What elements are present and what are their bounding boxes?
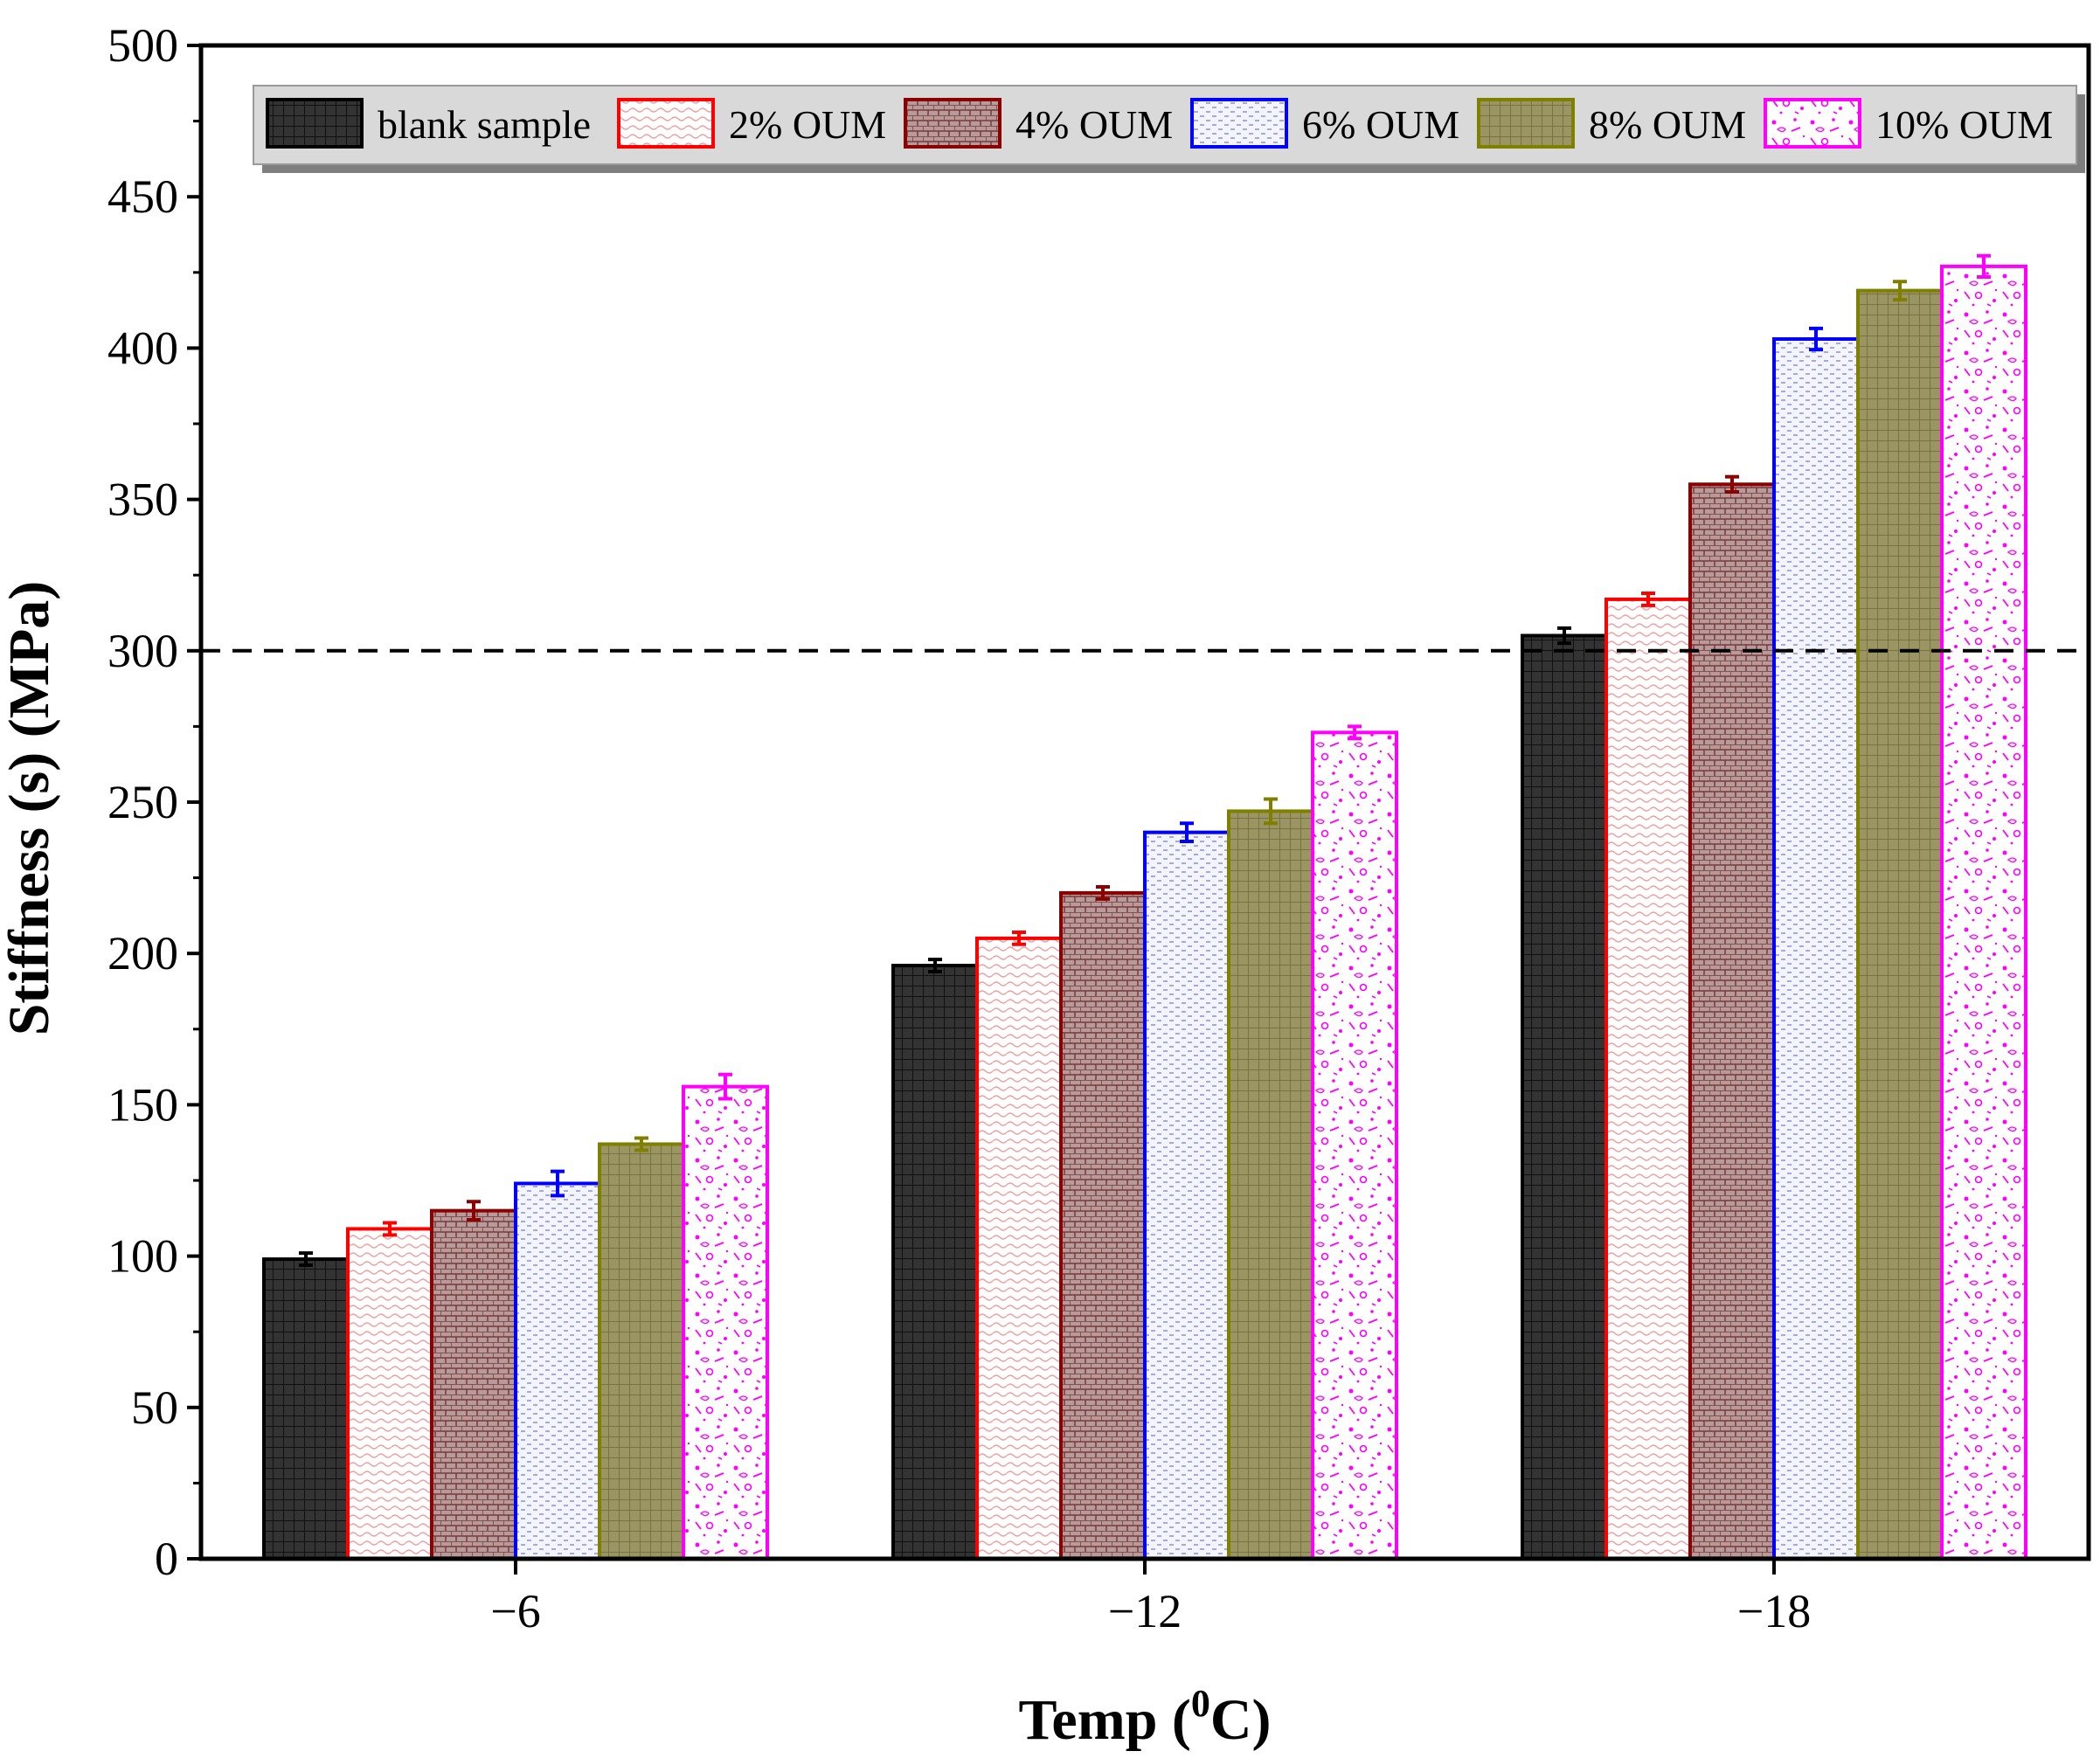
- bar-3-cat-1: [430, 1208, 517, 1561]
- error-bar-2-cat-3: [1641, 591, 1655, 607]
- legend-swatch-5: [1477, 98, 1575, 149]
- bar-6-cat-2: [1311, 730, 1398, 1561]
- bar-3-cat-3: [1688, 482, 1776, 1561]
- y-axis-title: Stiffness (s) (MPa): [0, 581, 61, 1036]
- x-axis-title-text: Temp (: [1018, 1688, 1190, 1752]
- bar-5-cat-3: [1856, 288, 1944, 1561]
- legend-label-6: 10% OUM: [1875, 102, 2053, 147]
- error-bar-2-cat-1: [383, 1221, 397, 1237]
- y-tick-label-100: 100: [107, 1230, 178, 1283]
- error-bar-6-cat-2: [1348, 724, 1362, 741]
- bar-2-cat-3: [1604, 597, 1692, 1561]
- error-bar-4-cat-3: [1809, 326, 1823, 352]
- x-tick-label-3: −18: [1737, 1585, 1811, 1637]
- bars-group: [262, 253, 2027, 1561]
- y-tick-label-450: 450: [107, 170, 178, 223]
- x-tick-label-1: −6: [490, 1585, 540, 1637]
- y-tick-label-250: 250: [107, 776, 178, 828]
- error-bar-5-cat-1: [634, 1136, 648, 1152]
- y-tick-label-50: 50: [131, 1381, 178, 1434]
- bar-6-cat-1: [682, 1084, 769, 1561]
- legend-swatch-4: [1190, 98, 1288, 149]
- y-tick-label-200: 200: [107, 927, 178, 979]
- error-bar-6-cat-1: [718, 1072, 732, 1101]
- bar-1-cat-2: [891, 964, 979, 1561]
- error-bar-5-cat-3: [1893, 280, 1907, 301]
- x-tick-label-2: −12: [1108, 1585, 1182, 1637]
- legend-label-4: 6% OUM: [1302, 102, 1459, 147]
- bar-1-cat-3: [1521, 633, 1608, 1561]
- error-bar-1-cat-2: [928, 958, 942, 973]
- legend-label-3: 4% OUM: [1015, 102, 1173, 147]
- error-bar-3-cat-2: [1096, 884, 1110, 901]
- x-axis-title: Temp (0C): [1018, 1682, 1271, 1752]
- y-tick-label-500: 500: [107, 19, 178, 72]
- y-tick-label-0: 0: [155, 1533, 178, 1585]
- legend-swatch-2: [617, 98, 715, 149]
- legend-label-5: 8% OUM: [1589, 102, 1746, 147]
- error-bar-3-cat-3: [1725, 474, 1739, 494]
- bar-4-cat-2: [1143, 830, 1230, 1561]
- legend-swatch-3: [904, 98, 1001, 149]
- bar-4-cat-3: [1772, 337, 1860, 1561]
- error-bar-2-cat-2: [1012, 930, 1026, 946]
- error-bar-4-cat-1: [551, 1169, 565, 1198]
- x-axis-title-unit: C): [1210, 1688, 1272, 1752]
- y-tick-label-300: 300: [107, 625, 178, 677]
- x-axis-title-superscript: 0: [1191, 1682, 1210, 1725]
- error-bar-1-cat-1: [299, 1251, 313, 1267]
- bar-1-cat-1: [262, 1257, 350, 1561]
- y-tick-label-350: 350: [107, 474, 178, 526]
- legend-swatch-6: [1764, 98, 1861, 149]
- error-bar-5-cat-2: [1264, 797, 1278, 826]
- error-bar-3-cat-1: [467, 1200, 481, 1222]
- legend-label-2: 2% OUM: [729, 102, 886, 147]
- bar-5-cat-2: [1227, 809, 1314, 1561]
- legend-label-1: blank sample: [378, 102, 591, 147]
- y-tick-label-400: 400: [107, 322, 178, 374]
- error-bar-4-cat-2: [1180, 821, 1194, 844]
- legend-swatch-1: [266, 98, 364, 149]
- bar-2-cat-1: [346, 1227, 433, 1561]
- legend: blank sample 2% OUM 4% OUM 6% OUM 8% OUM 10% …: [253, 85, 2085, 173]
- bar-3-cat-2: [1059, 890, 1147, 1561]
- error-bar-1-cat-3: [1557, 626, 1571, 646]
- bar-2-cat-2: [975, 936, 1063, 1561]
- bar-5-cat-1: [598, 1142, 685, 1561]
- y-tick-label-150: 150: [107, 1078, 178, 1131]
- error-bar-6-cat-3: [1977, 253, 1991, 279]
- bar-4-cat-1: [514, 1181, 601, 1561]
- bar-6-cat-3: [1940, 264, 2027, 1561]
